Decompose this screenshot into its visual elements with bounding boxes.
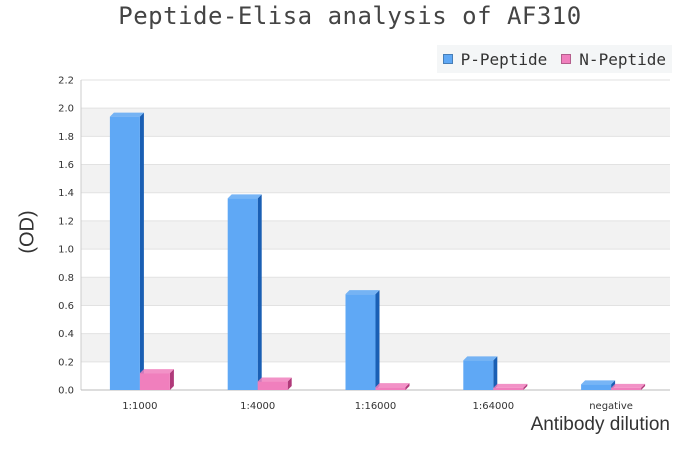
bar-side bbox=[257, 194, 262, 390]
y-tick-label: 1.6 bbox=[58, 160, 74, 171]
chart-title: Peptide-Elisa analysis of AF310 bbox=[118, 2, 582, 30]
bar-top bbox=[463, 356, 498, 361]
y-tick-label: 2.0 bbox=[58, 104, 74, 115]
grid-band bbox=[81, 136, 670, 165]
bar-p-peptide-3 bbox=[463, 360, 494, 390]
bar-side bbox=[287, 377, 292, 390]
bar-n-peptide-1 bbox=[257, 381, 288, 390]
bar-side bbox=[139, 112, 144, 391]
bar-top bbox=[257, 377, 292, 382]
bar-top bbox=[493, 383, 528, 388]
y-tick-label: 1.4 bbox=[58, 188, 74, 199]
bar-top bbox=[109, 112, 144, 117]
bar-top bbox=[139, 369, 174, 374]
y-tick-label: 0.0 bbox=[58, 386, 74, 397]
bar-p-peptide-0 bbox=[109, 116, 140, 391]
legend-item-p-peptide: P-Peptide bbox=[442, 49, 548, 69]
y-tick-label: 0.8 bbox=[58, 273, 74, 284]
bar-top bbox=[375, 383, 410, 388]
y-tick-label: 1.8 bbox=[58, 132, 74, 143]
legend-label-n-peptide: N-Peptide bbox=[579, 49, 666, 69]
y-tick-label: 0.2 bbox=[58, 357, 74, 368]
x-tick-label: negative bbox=[589, 401, 633, 412]
bar-top bbox=[611, 383, 646, 388]
legend-swatch-p-peptide bbox=[442, 54, 453, 64]
bar-n-peptide-0 bbox=[139, 373, 170, 390]
y-tick-label: 1.2 bbox=[58, 216, 74, 227]
bar-side bbox=[169, 369, 174, 390]
grid-band bbox=[81, 220, 670, 250]
bar-side bbox=[641, 383, 646, 390]
legend-swatch-n-peptide bbox=[561, 54, 572, 64]
bar-p-peptide-1 bbox=[227, 198, 258, 390]
grid-band bbox=[81, 108, 670, 137]
y-tick-label: 0.6 bbox=[58, 301, 74, 312]
legend-label-p-peptide: P-Peptide bbox=[460, 49, 548, 69]
x-tick-label: 1:16000 bbox=[355, 401, 397, 412]
grid-band bbox=[81, 80, 670, 109]
bar-side bbox=[493, 356, 498, 390]
grid-band bbox=[81, 249, 670, 278]
bar-top bbox=[227, 194, 262, 199]
y-tick-label: 1.0 bbox=[58, 245, 74, 256]
x-tick-label: 1:4000 bbox=[240, 401, 275, 412]
bar-p-peptide-2 bbox=[345, 294, 376, 390]
legend-item-n-peptide: N-Peptide bbox=[561, 50, 666, 69]
bar-n-peptide-3 bbox=[493, 387, 524, 390]
y-tick-label: 2.2 bbox=[58, 76, 74, 87]
bar-p-peptide-4 bbox=[581, 384, 612, 390]
x-tick-label: 1:1000 bbox=[122, 401, 157, 412]
x-axis-label: Antibody dilution bbox=[530, 414, 670, 435]
bar-side bbox=[523, 383, 528, 390]
x-tick-label: 1:64000 bbox=[473, 401, 515, 412]
bar-side bbox=[405, 383, 410, 390]
bar-n-peptide-4 bbox=[611, 387, 642, 390]
bar-top bbox=[581, 380, 616, 385]
legend: P-Peptide N-Peptide bbox=[436, 45, 672, 73]
y-tick-label: 0.4 bbox=[58, 329, 74, 340]
bar-n-peptide-2 bbox=[375, 387, 406, 390]
grid-band bbox=[81, 192, 670, 221]
bar-side bbox=[375, 290, 380, 390]
bar-top bbox=[345, 290, 380, 295]
grid-band bbox=[81, 164, 670, 193]
